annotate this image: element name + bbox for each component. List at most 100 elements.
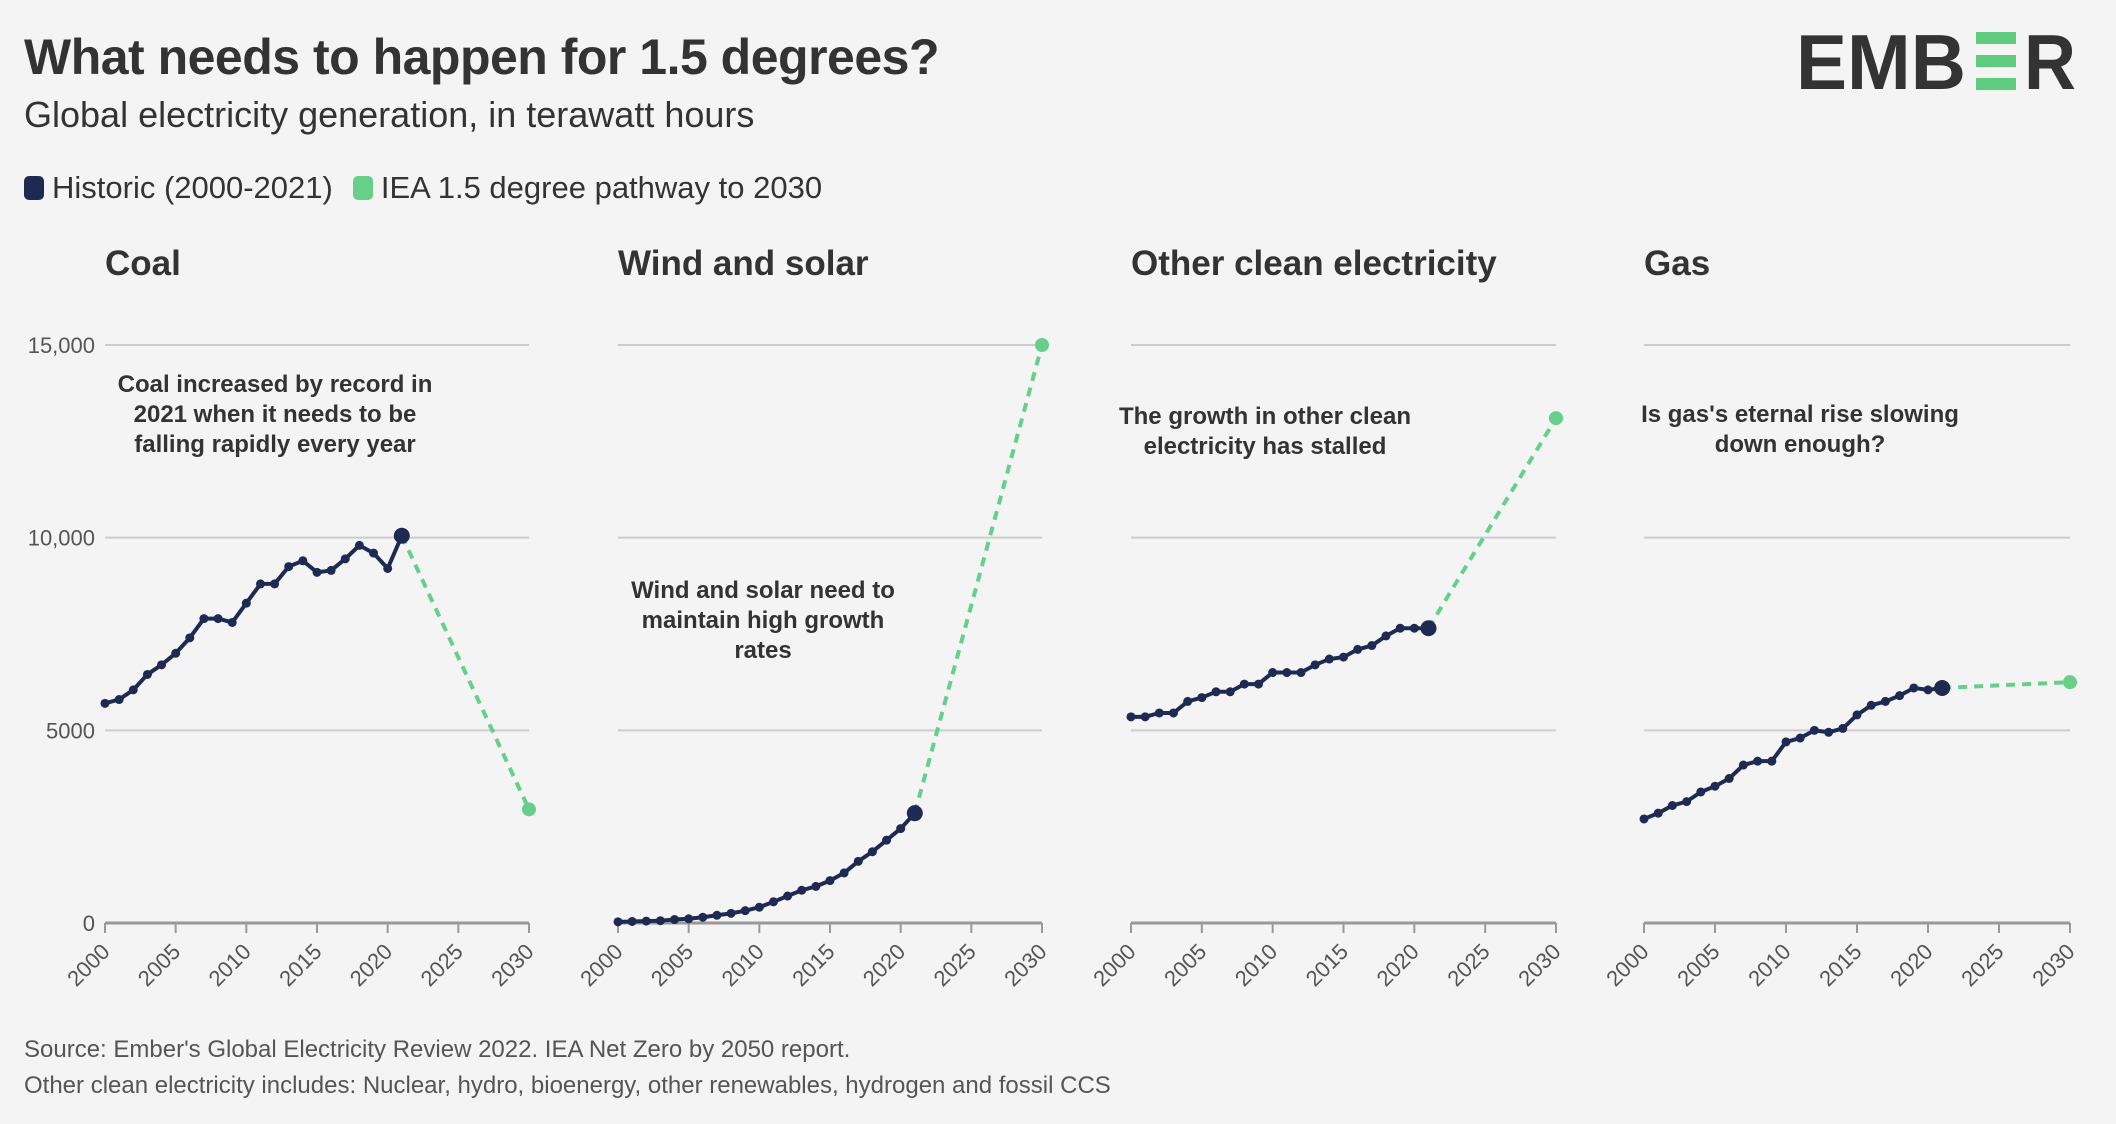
x-tick-label: 2015: [1301, 939, 1353, 991]
historic-point: [255, 579, 265, 589]
historic-point: [1339, 652, 1348, 662]
annotation: electricity has stalled: [1144, 433, 1387, 460]
historic-point: [1852, 710, 1862, 720]
historic-point: [1367, 641, 1377, 651]
historic-point: [670, 915, 680, 925]
legend-label-historic: Historic (2000-2021): [52, 170, 333, 205]
historic-point: [1866, 700, 1876, 710]
x-tick-label: 2030: [999, 939, 1051, 991]
y-tick-label: 0: [83, 911, 95, 936]
pathway-line: [912, 344, 1044, 814]
historic-point-2021: [906, 805, 923, 822]
x-tick-label: 2000: [62, 939, 114, 991]
historic-point: [1254, 679, 1263, 689]
historic-point: [613, 917, 623, 927]
x-tick-label: 2020: [1885, 939, 1937, 991]
historic-point-2021: [1420, 620, 1437, 637]
historic-point: [1653, 808, 1663, 818]
annotation: The growth in other clean: [1119, 403, 1411, 430]
historic-point: [1824, 727, 1834, 737]
historic-point: [641, 916, 651, 926]
historic-point: [213, 614, 223, 624]
historic-point: [1395, 623, 1405, 633]
chart-subtitle: Global electricity generation, in terawa…: [24, 94, 755, 135]
historic-point: [1183, 696, 1193, 706]
historic-point: [114, 695, 124, 705]
historic-point: [839, 868, 849, 878]
pathway-line: [1942, 680, 2071, 690]
historic-point: [1197, 693, 1207, 703]
legend-swatch-pathway: [352, 176, 373, 200]
historic-point: [1282, 668, 1292, 678]
annotation: Wind and solar need to: [631, 577, 895, 604]
historic-point: [128, 685, 138, 695]
pathway-point-2030: [1549, 411, 1563, 426]
historic-point: [825, 876, 835, 886]
historic-point: [1667, 800, 1677, 810]
historic-point: [797, 885, 807, 895]
source-note: Source: Ember's Global Electricity Revie…: [24, 1036, 851, 1063]
historic-point: [712, 910, 722, 920]
x-tick-label: 2030: [486, 939, 538, 991]
historic-point: [1781, 737, 1791, 747]
historic-point: [270, 579, 280, 589]
historic-point: [1154, 708, 1164, 718]
panel-title: Gas: [1644, 244, 1710, 283]
annotation: falling rapidly every year: [134, 431, 415, 458]
historic-point: [1409, 623, 1419, 633]
historic-line: [617, 811, 917, 924]
historic-point: [171, 648, 181, 658]
historic-line: [1131, 626, 1429, 719]
historic-point: [1923, 685, 1933, 695]
y-tick-label: 10,000: [28, 526, 95, 551]
historic-point: [142, 669, 152, 679]
historic-point: [1895, 691, 1905, 701]
x-tick-label: 2020: [1372, 939, 1424, 991]
historic-point: [1353, 644, 1363, 654]
footer: Source: Ember's Global Electricity Revie…: [24, 1032, 1111, 1104]
historic-point: [1880, 696, 1890, 706]
historic-point: [185, 633, 195, 643]
historic-point: [1296, 668, 1306, 678]
panel-coal: Coal 2000 2005 2010 2015 2020 2025 2030 0 5000 10,…: [28, 244, 539, 991]
y-tick-label: 15,000: [28, 333, 95, 358]
historic-point: [284, 562, 294, 572]
x-tick-label: 2005: [133, 939, 185, 991]
historic-point: [298, 556, 308, 566]
legend: Historic (2000-2021) IEA 1.5 degree path…: [24, 170, 822, 206]
annotation: Is gas's eternal rise slowing: [1641, 401, 1959, 428]
historic-point: [1324, 654, 1334, 664]
historic-point: [1225, 687, 1235, 697]
historic-point: [1381, 631, 1391, 641]
pathway-point-2030: [1035, 338, 1049, 352]
historic-point: [768, 897, 778, 907]
historic-point: [1724, 774, 1734, 783]
x-tick-label: 2005: [646, 939, 698, 991]
chart-title: What needs to happen for 1.5 degrees?: [24, 29, 940, 85]
y-tick-label: 5000: [46, 718, 95, 743]
panel-title: Other clean electricity: [1131, 244, 1497, 283]
historic-point: [655, 916, 665, 926]
panel-wind-and-solar: Wind and solar 2000 2005 2010 2015 2020 2025 20…: [575, 244, 1051, 991]
historic-point: [1767, 756, 1777, 766]
historic-point: [383, 563, 393, 573]
x-tick-label: 2025: [1956, 939, 2008, 991]
annotation: Coal increased by record in: [118, 371, 433, 398]
historic-point: [783, 891, 793, 901]
panel-gas: Gas 2000 2005 2010 2015 2020 2025 2030 Is gas's …: [1601, 244, 2079, 991]
historic-point: [1710, 781, 1720, 791]
x-tick-label: 2005: [1159, 939, 1211, 991]
legend-item-historic: Historic (2000-2021): [24, 170, 333, 206]
historic-point: [684, 914, 694, 924]
historic-point: [326, 565, 336, 575]
x-tick-label: 2025: [416, 939, 468, 991]
pathway-point-2030: [522, 802, 536, 817]
historic-point: [1909, 683, 1919, 693]
historic-point: [896, 824, 906, 834]
historic-line: [1643, 685, 1943, 821]
annotation: maintain high growth: [642, 607, 885, 634]
historic-point: [369, 548, 379, 558]
historic-point: [1696, 787, 1706, 797]
historic-point: [853, 856, 863, 866]
historic-point: [354, 540, 364, 550]
